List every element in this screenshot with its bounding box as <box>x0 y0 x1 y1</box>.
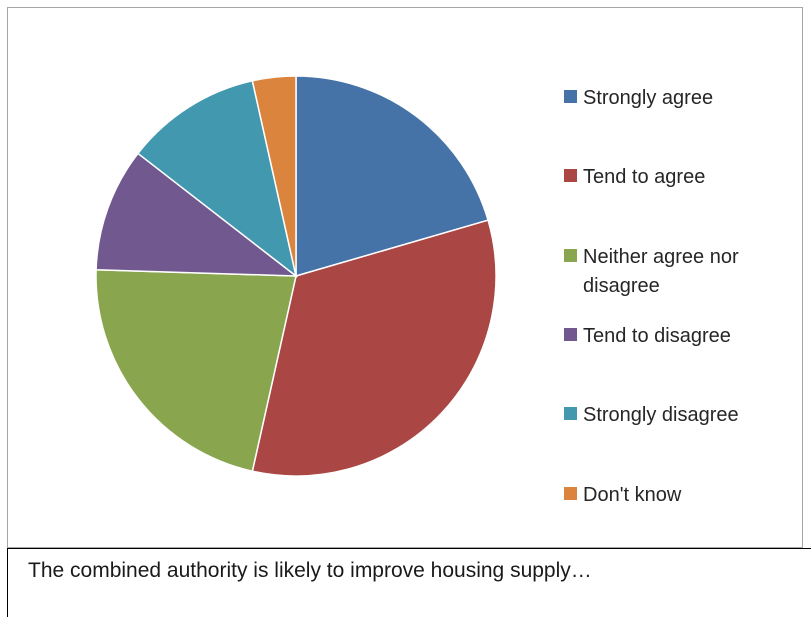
legend-item-strongly-agree: Strongly agree <box>564 84 788 113</box>
caption-box: The combined authority is likely to impr… <box>7 548 811 617</box>
legend-swatch <box>564 487 577 500</box>
pie-slice-neither-agree-nor-disagree <box>95 268 297 473</box>
caption-text: The combined authority is likely to impr… <box>28 559 592 582</box>
legend-swatch <box>564 407 577 420</box>
legend-item-dont-know: Don't know <box>564 481 788 510</box>
pie-chart <box>95 75 497 477</box>
legend-swatch <box>564 328 577 341</box>
legend-item-strongly-disagree: Strongly disagree <box>564 401 788 430</box>
legend-label: Strongly disagree <box>583 404 739 426</box>
legend-item-neither: Neither agree nor disagree <box>564 243 773 301</box>
legend-label: Strongly agree <box>583 87 714 109</box>
pie-slice-don-t-know <box>251 75 297 277</box>
legend-swatch <box>564 169 577 182</box>
legend-item-tend-to-disagree: Tend to disagree <box>564 322 788 351</box>
legend-label: Tend to disagree <box>583 325 731 347</box>
legend-label: Neither agree nor disagree <box>583 246 739 297</box>
pie-slice-strongly-agree <box>295 75 489 277</box>
chart-area: Strongly agree Tend to agree Neither agr… <box>7 7 803 548</box>
legend-swatch <box>564 249 577 262</box>
pie-slice-tend-to-agree <box>251 219 497 477</box>
pie-slice-tend-to-disagree <box>95 152 299 277</box>
legend-label: Tend to agree <box>583 166 706 188</box>
legend-swatch <box>564 90 577 103</box>
legend-item-tend-to-agree: Tend to agree <box>564 163 788 192</box>
pie-slice-strongly-disagree <box>136 79 298 278</box>
legend-label: Don't know <box>583 484 682 506</box>
